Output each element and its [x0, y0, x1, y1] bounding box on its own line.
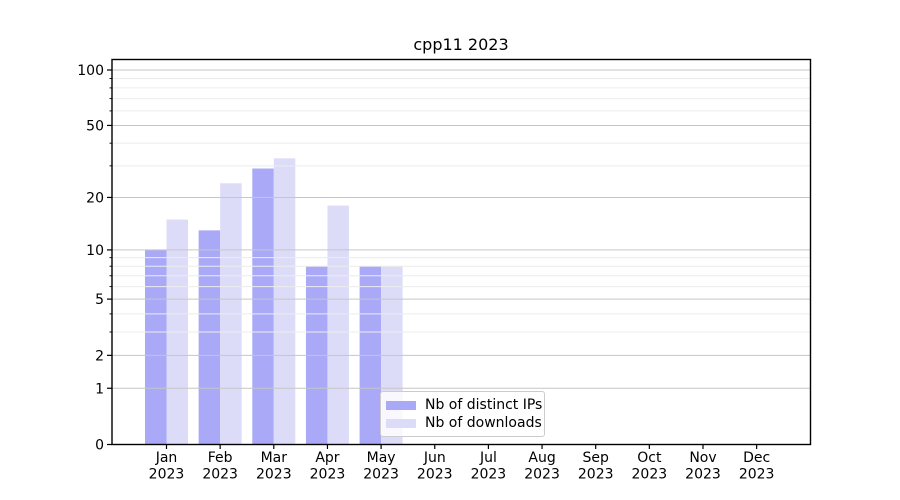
legend-swatch-downloads-icon — [386, 418, 416, 428]
legend: Nb of distinct IPs Nb of downloads — [380, 391, 545, 437]
x-tick-label-month-jan: Jan — [155, 450, 178, 466]
x-tick-label-year-feb: 2023 — [202, 467, 238, 483]
x-tick-label-year-jul: 2023 — [471, 467, 507, 483]
x-tick-label-year-nov: 2023 — [685, 467, 721, 483]
y-tick-label-5: 5 — [95, 292, 104, 308]
y-tick-label-100: 100 — [77, 63, 104, 79]
bar-nb-of-distinct-ips-jan-2023 — [145, 249, 167, 445]
x-tick-label-year-aug: 2023 — [524, 467, 560, 483]
x-tick-label-month-nov: Nov — [689, 450, 716, 466]
x-tick-label-year-may: 2023 — [363, 467, 399, 483]
legend-swatch-distinct-ips-icon — [386, 400, 416, 410]
bar-nb-of-downloads-mar-2023 — [273, 158, 296, 445]
x-tick-label-year-dec: 2023 — [739, 467, 775, 483]
x-tick-label-month-sep: Sep — [583, 450, 610, 466]
y-tick-label-2: 2 — [95, 348, 104, 364]
legend-label-distinct-ips: Nb of distinct IPs — [425, 397, 543, 413]
x-tick-label-year-sep: 2023 — [578, 467, 614, 483]
x-tick-label-year-apr: 2023 — [310, 467, 346, 483]
x-tick-label-month-feb: Feb — [208, 450, 233, 466]
bar-nb-of-distinct-ips-mar-2023 — [252, 168, 274, 445]
plot-frame — [111, 58, 812, 446]
x-tick-label-year-jun: 2023 — [417, 467, 453, 483]
x-tick-label-month-apr: Apr — [315, 450, 339, 466]
legend-item-distinct-ips: Nb of distinct IPs — [386, 396, 542, 414]
bar-nb-of-distinct-ips-feb-2023 — [198, 230, 221, 445]
x-tick-label-month-mar: Mar — [261, 450, 288, 466]
x-tick-label-month-dec: Dec — [743, 450, 770, 466]
x-tick-label-month-may: May — [367, 450, 396, 466]
x-tick-label-month-aug: Aug — [528, 450, 555, 466]
x-tick-label-year-jan: 2023 — [149, 467, 185, 483]
chart-title: cpp11 2023 — [413, 35, 509, 54]
x-tick-label-month-oct: Oct — [637, 450, 662, 466]
y-tick-label-0: 0 — [95, 438, 104, 454]
legend-item-downloads: Nb of downloads — [386, 414, 542, 432]
x-tick-label-month-jul: Jul — [479, 450, 497, 466]
bar-nb-of-downloads-apr-2023 — [327, 205, 349, 445]
y-tick-label-10: 10 — [86, 243, 104, 259]
x-tick-label-year-mar: 2023 — [256, 467, 292, 483]
x-tick-label-year-oct: 2023 — [632, 467, 668, 483]
y-tick-label-20: 20 — [86, 190, 104, 206]
y-tick-label-50: 50 — [86, 118, 104, 134]
y-tick-label-1: 1 — [95, 381, 104, 397]
x-tick-label-month-jun: Jun — [423, 450, 446, 466]
legend-label-downloads: Nb of downloads — [425, 415, 542, 431]
